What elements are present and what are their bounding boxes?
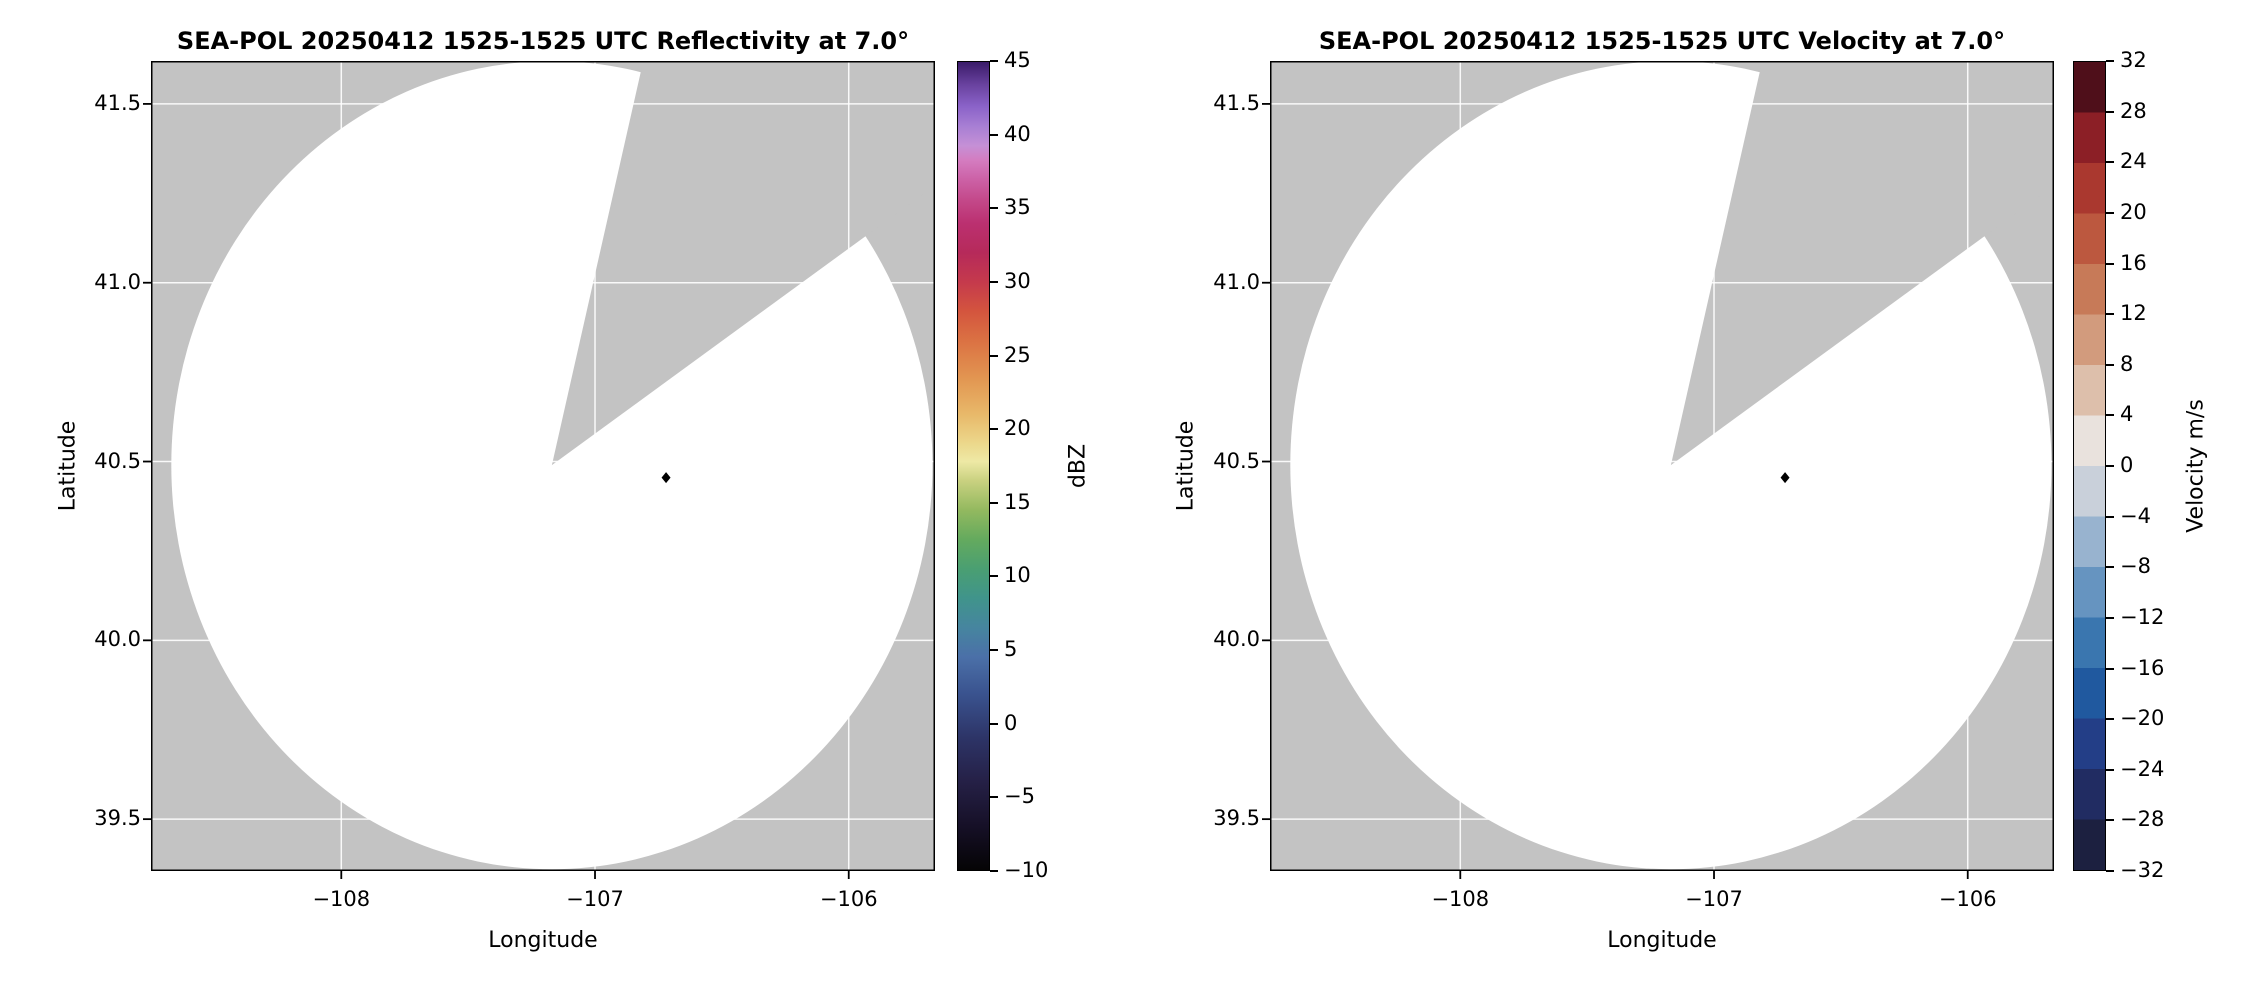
colorbar-tick-mark (990, 722, 998, 725)
velocity-plot (1262, 61, 2054, 879)
x-tick-label: −108 (312, 887, 371, 911)
y-tick-label: 41.0 (1213, 269, 1260, 294)
colorbar-tick-mark (2106, 211, 2114, 214)
colorbar-tick-mark (2106, 515, 2114, 518)
colorbar-tick-label: 20 (2120, 199, 2147, 224)
colorbar-tick-label: −16 (2120, 655, 2165, 680)
colorbar-tick-mark (990, 575, 998, 578)
colorbar-tick-mark (990, 428, 998, 431)
y-tick-label: 41.5 (1213, 90, 1260, 115)
colorbar-tick-mark (990, 280, 998, 283)
colorbar-tick-label: −32 (2120, 858, 2165, 882)
colorbar-tick-label: −10 (1004, 858, 1049, 882)
colorbar-tick-mark (2106, 566, 2114, 569)
colorbar-tick-mark (990, 501, 998, 504)
colorbar-tick-label: 12 (2120, 301, 2147, 326)
site-marker-diamond (661, 472, 671, 484)
plot-border (1270, 61, 2054, 871)
missing-sector (1670, 61, 2054, 466)
colorbar-tick-label: 45 (1004, 48, 1031, 72)
colorbar-tick-mark (2106, 262, 2114, 265)
colorbar-tick-mark (2106, 313, 2114, 316)
colorbar-tick-label: 40 (1004, 121, 1031, 146)
y-tick-label: 39.5 (94, 806, 141, 831)
colorbar-tick-label: −20 (2120, 706, 2165, 731)
y-tick-label: 41.5 (94, 90, 141, 115)
colorbar-tick-label: 20 (1004, 416, 1031, 441)
x-tick-label: −107 (1685, 887, 1743, 911)
colorbar-tick-label: 35 (1004, 195, 1031, 220)
colorbar-tick-label: −12 (2120, 604, 2165, 629)
colorbar-tick-label: 4 (2120, 402, 2134, 427)
y-tick-label: 40.5 (94, 448, 141, 473)
colorbar-tick-mark (990, 354, 998, 357)
colorbar-tick-mark (2106, 414, 2114, 417)
colorbar-tick-mark (990, 649, 998, 652)
colorbar-tick-label: 16 (2120, 250, 2147, 275)
reflectivity-panel-title: SEA-POL 20250412 1525-1525 UTC Reflectiv… (176, 27, 910, 55)
colorbar-tick-mark (2106, 667, 2114, 670)
colorbar-tick-mark (2106, 60, 2114, 62)
colorbar-tick-mark (2106, 110, 2114, 113)
y-tick-label: 41.0 (94, 269, 141, 294)
colorbar-tick-label: −28 (2120, 807, 2165, 832)
colorbar-tick-mark (2106, 161, 2114, 164)
colorbar-tick-label: 32 (2120, 48, 2147, 72)
colorbar-tick-mark (990, 60, 998, 62)
velocity-panel-title: SEA-POL 20250412 1525-1525 UTC Velocity … (1318, 27, 2006, 55)
colorbar-tick-mark (990, 133, 998, 136)
colorbar-tick-mark (990, 870, 998, 872)
colorbar-tick-label: 10 (1004, 563, 1031, 588)
reflectivity-plot (143, 61, 935, 879)
colorbar-tick-label: 8 (2120, 351, 2134, 376)
missing-sector (551, 61, 935, 466)
colorbar-tick-mark (990, 796, 998, 799)
colorbar-tick-mark (2106, 870, 2114, 872)
colorbar-tick-label: 5 (1004, 637, 1018, 662)
colorbar-tick-mark (990, 207, 998, 210)
velocity-colorbar (2073, 61, 2106, 871)
y-tick-label: 40.0 (1213, 627, 1260, 652)
colorbar-tick-label: −4 (2120, 503, 2151, 528)
plot-border (151, 61, 935, 871)
colorbar-tick-label: −5 (1004, 784, 1035, 809)
y-tick-label: 39.5 (1213, 806, 1260, 831)
colorbar-tick-label: 30 (1004, 268, 1031, 293)
x-tick-label: −107 (566, 887, 624, 911)
colorbar-tick-label: 28 (2120, 98, 2147, 123)
x-tick-label: −106 (819, 887, 878, 911)
x-tick-label: −106 (1938, 887, 1997, 911)
colorbar-tick-label: 0 (1004, 710, 1018, 735)
site-marker-diamond (1780, 472, 1790, 484)
colorbar-tick-label: −8 (2120, 554, 2151, 579)
colorbar-tick-label: 24 (2120, 149, 2147, 174)
colorbar-tick-mark (2106, 465, 2114, 467)
reflectivity-colorbar-label: dBZ (1065, 443, 1091, 489)
y-tick-label: 40.5 (1213, 448, 1260, 473)
colorbar-tick-mark (2106, 768, 2114, 771)
colorbar-tick-mark (2106, 616, 2114, 619)
reflectivity-xaxis-label: Longitude (488, 928, 598, 953)
colorbar-tick-mark (2106, 718, 2114, 721)
velocity-xaxis-label: Longitude (1607, 928, 1717, 953)
colorbar-tick-label: 15 (1004, 489, 1031, 514)
colorbar-tick-label: 0 (2120, 453, 2134, 477)
y-tick-label: 40.0 (94, 627, 141, 652)
colorbar-tick-mark (2106, 819, 2114, 822)
colorbar-tick-mark (2106, 363, 2114, 366)
colorbar-tick-label: −24 (2120, 756, 2165, 781)
x-tick-label: −108 (1431, 887, 1490, 911)
velocity-colorbar-label: Velocity m/s (2183, 399, 2209, 533)
reflectivity-colorbar (957, 61, 990, 871)
colorbar-tick-label: 25 (1004, 342, 1031, 367)
